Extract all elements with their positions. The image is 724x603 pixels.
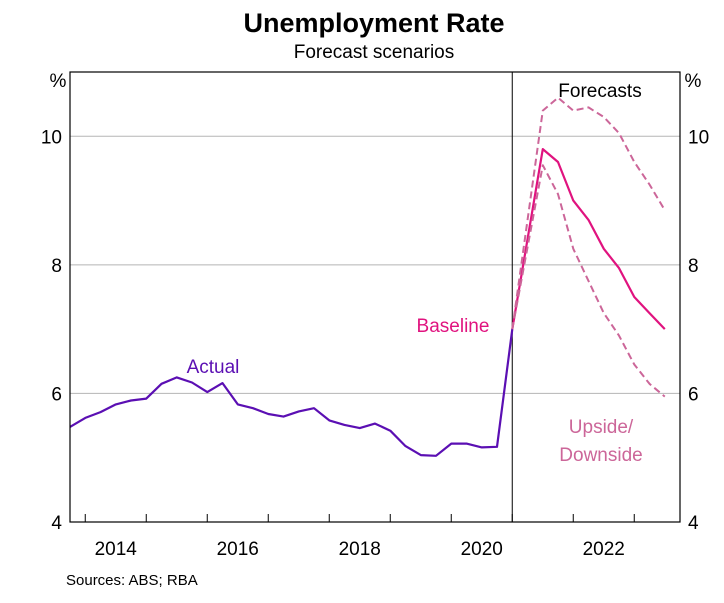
y-tick-right-6: 6: [688, 384, 699, 405]
series-actual: [69, 328, 514, 457]
grid-lines: [70, 135, 680, 394]
y-tick-right-10: 10: [688, 127, 709, 148]
x-tick-labels: 2014 2016 2018 2020 2022: [95, 539, 625, 560]
x-tick-marks: [84, 514, 635, 522]
y-tick-right-8: 8: [688, 256, 699, 277]
forecast-label: Forecasts: [558, 81, 641, 102]
annotation-baseline: Baseline: [417, 316, 490, 337]
plot-frame: [69, 71, 681, 523]
y-tick-labels-left: 4 6 8 10: [41, 127, 63, 534]
annotation-upside: Upside/: [569, 417, 634, 438]
y-tick-left-4: 4: [51, 513, 62, 534]
series-downside: [511, 164, 666, 398]
series-upside: [511, 96, 666, 330]
y-tick-left-8: 8: [51, 256, 62, 277]
y-tick-labels-right: 4 6 8 10: [688, 127, 709, 534]
series-baseline: [511, 148, 666, 330]
x-label-2016: 2016: [217, 539, 259, 560]
annotation-downside: Downside: [559, 445, 642, 466]
chart-title: Unemployment Rate: [243, 8, 504, 38]
y-unit-left: %: [50, 71, 67, 92]
y-tick-left-6: 6: [51, 384, 62, 405]
x-label-2020: 2020: [461, 539, 503, 560]
y-unit-right: %: [685, 71, 702, 92]
source-note: Sources: ABS; RBA: [66, 572, 198, 589]
x-label-2014: 2014: [95, 539, 138, 560]
y-tick-right-4: 4: [688, 513, 699, 534]
series-group: [69, 96, 666, 457]
chart-subtitle: Forecast scenarios: [294, 42, 455, 63]
x-label-2018: 2018: [339, 539, 381, 560]
x-label-2022: 2022: [583, 539, 625, 560]
annotation-actual: Actual: [187, 357, 240, 378]
y-tick-left-10: 10: [41, 127, 62, 148]
